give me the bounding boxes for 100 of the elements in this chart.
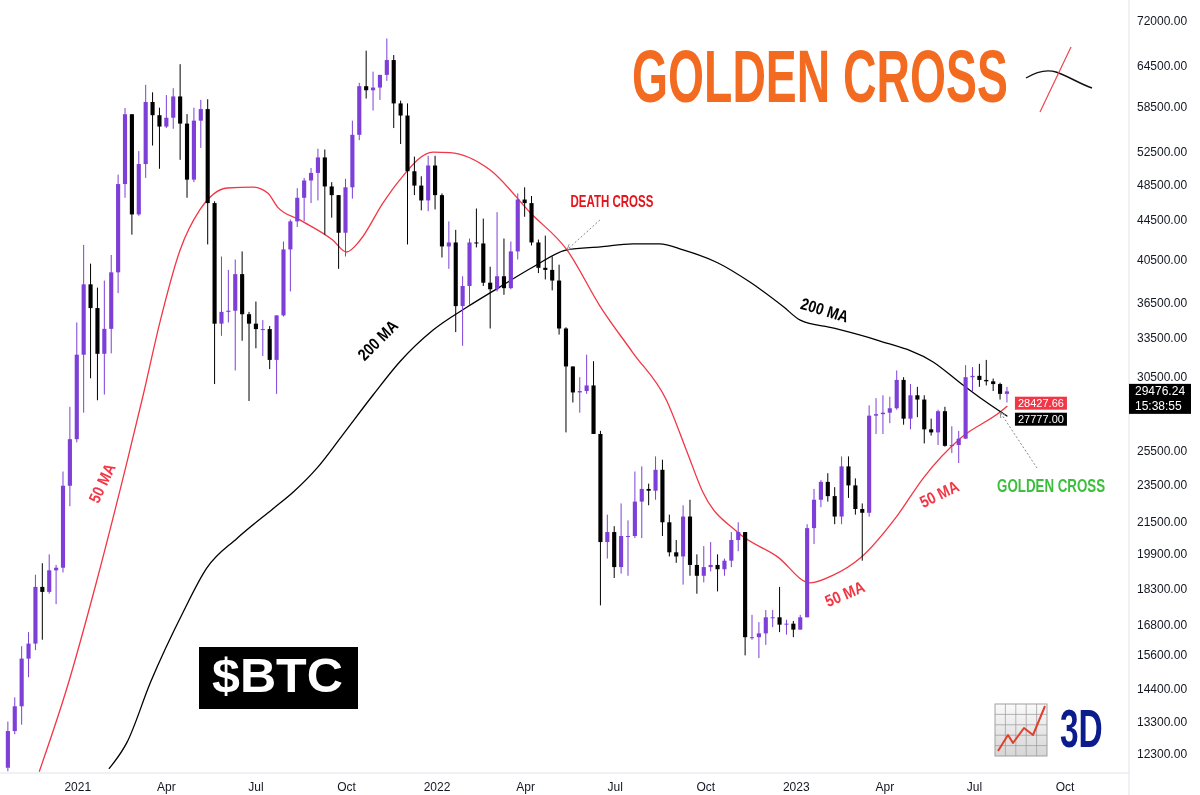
candlestick (157, 107, 162, 170)
data-label: 27777.00 (1018, 413, 1064, 426)
candlestick (701, 545, 706, 583)
candlestick (729, 531, 734, 568)
text: GOLDEN CROSS (632, 34, 1008, 118)
x-tick-label: Jul (248, 780, 264, 794)
annotation: 200 MA (353, 316, 402, 364)
x-tick-label: Apr (157, 780, 176, 794)
annotation: GOLDEN CROSS (997, 474, 1106, 496)
candlestick (171, 87, 176, 130)
candlestick (495, 211, 500, 292)
candlestick (1004, 386, 1010, 403)
text: $BTC (212, 648, 343, 702)
candlestick (446, 220, 451, 270)
x-tick-label: Apr (516, 780, 535, 794)
candlestick (198, 99, 203, 149)
y-tick-label: 52500.00 (1137, 144, 1188, 159)
text: 15:38:55 (1135, 399, 1183, 414)
candlestick (474, 208, 479, 248)
candlestick (860, 502, 865, 562)
candlestick (784, 619, 789, 636)
candlestick (832, 486, 837, 525)
candlestick (763, 609, 768, 646)
y-tick-label: 44500.00 (1137, 213, 1188, 228)
candlestick (674, 539, 679, 564)
candlestick (853, 477, 858, 516)
candlestick (605, 514, 610, 560)
y-tick-label: 12300.00 (1137, 747, 1188, 762)
candlestick (825, 472, 830, 503)
y-tick-label: 16800.00 (1137, 617, 1188, 632)
candlestick (625, 519, 631, 577)
y-tick-label: 19900.00 (1137, 547, 1188, 562)
annotation: DEATH CROSS (570, 191, 654, 210)
candlestick (364, 50, 369, 100)
candlestick (956, 430, 961, 464)
candlestick (756, 621, 761, 659)
candlestick (749, 614, 755, 641)
candlestick (88, 263, 93, 379)
x-tick-label: Oct (1055, 780, 1076, 794)
candlestick (246, 311, 252, 402)
candlestick (302, 177, 307, 222)
x-tick-label: Apr (875, 780, 895, 794)
candlestick (736, 521, 741, 552)
y-tick-label: 25500.00 (1137, 444, 1188, 459)
y-tick-label: 30500.00 (1137, 370, 1188, 385)
candlestick (412, 156, 417, 196)
candlestick (253, 301, 258, 349)
candlestick (164, 94, 169, 129)
candlestick (818, 479, 823, 508)
y-tick-label: 58500.00 (1137, 99, 1188, 114)
candlestick (639, 465, 644, 539)
candlestick (873, 397, 879, 435)
y-tick-label: 18300.00 (1137, 582, 1188, 597)
x-tick-label: 2023 (782, 780, 810, 794)
x-tick-label: 2021 (64, 780, 92, 794)
candlestick (908, 383, 913, 430)
candlestick (419, 175, 424, 211)
candlestick (329, 181, 334, 219)
candlestick (47, 553, 52, 595)
candlestick (460, 275, 465, 347)
candlestick (949, 425, 954, 454)
y-tick-label: 23500.00 (1137, 478, 1188, 493)
candlestick (977, 363, 982, 388)
candlestick (398, 100, 403, 145)
candlestick (40, 562, 45, 641)
annotation: 200 MA (798, 294, 851, 326)
candlestick (694, 553, 699, 595)
x-tick-label: Jul (966, 780, 983, 794)
y-tick-label: 48500.00 (1137, 177, 1188, 192)
candlestick (935, 409, 941, 446)
data-label: 28427.66 (1018, 397, 1064, 410)
candlestick (653, 455, 658, 501)
y-tick-label: 72000.00 (1137, 13, 1188, 28)
y-tick-label: 36500.00 (1137, 295, 1188, 310)
candlestick (777, 586, 782, 633)
text: 29476.24 (1135, 384, 1186, 399)
candlestick (295, 187, 300, 228)
candlestick (308, 167, 314, 204)
candlestick (150, 91, 155, 147)
candlestick (260, 319, 265, 357)
annotation: 50 MA (822, 577, 868, 611)
candlestick (887, 396, 892, 424)
candlestick (384, 37, 389, 82)
x-tick-label: Oct (337, 780, 357, 794)
y-tick-label: 15600.00 (1137, 648, 1188, 663)
candlestick (219, 255, 224, 337)
annotation: 3D (1060, 697, 1103, 760)
candlestick (915, 386, 920, 418)
x-tick-label: Jul (607, 780, 623, 794)
y-tick-label: 64500.00 (1137, 59, 1188, 74)
candlestick (26, 631, 31, 678)
y-tick-label: 40500.00 (1137, 252, 1188, 267)
x-tick-label: 2022 (423, 780, 451, 794)
candlestick (715, 553, 720, 592)
y-tick-label: 14400.00 (1137, 681, 1188, 696)
candlestick (550, 255, 555, 291)
y-tick-label: 33500.00 (1137, 331, 1188, 346)
candlestick (646, 483, 651, 506)
y-tick-label: 13300.00 (1137, 714, 1188, 729)
y-tick-label: 21500.00 (1137, 515, 1188, 530)
